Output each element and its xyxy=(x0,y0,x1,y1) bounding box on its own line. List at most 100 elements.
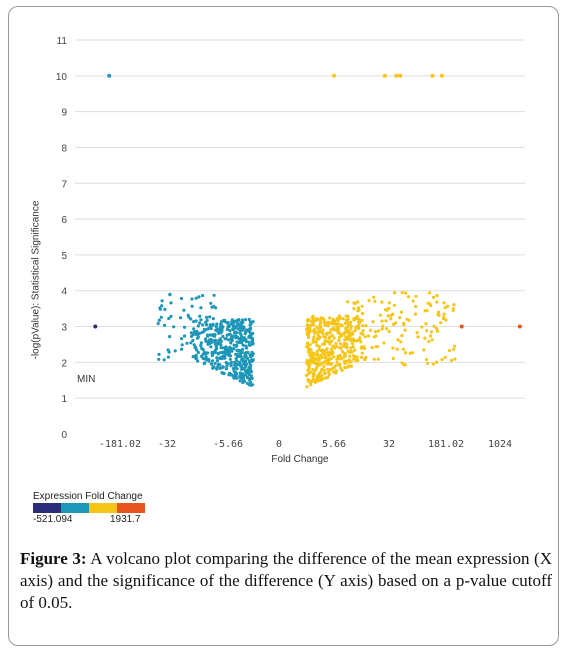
data-point xyxy=(180,337,184,341)
data-point xyxy=(156,321,160,326)
data-point xyxy=(238,324,242,328)
data-point xyxy=(428,291,432,295)
data-point xyxy=(194,296,198,300)
data-point xyxy=(321,332,325,336)
data-point xyxy=(93,324,98,329)
data-point xyxy=(387,301,391,305)
data-point xyxy=(328,335,332,339)
data-point xyxy=(382,341,386,345)
data-point xyxy=(312,372,316,376)
data-point xyxy=(315,325,319,329)
data-point xyxy=(305,385,309,389)
y-tick-label: 9 xyxy=(61,108,67,119)
data-point xyxy=(247,343,251,347)
data-point xyxy=(202,362,206,366)
data-point xyxy=(228,329,232,333)
data-point xyxy=(392,322,396,326)
data-point xyxy=(159,315,163,319)
data-point xyxy=(213,361,217,366)
data-point xyxy=(218,366,222,370)
data-point xyxy=(213,350,217,354)
data-point xyxy=(197,295,201,299)
data-point xyxy=(235,343,239,347)
data-point xyxy=(415,331,419,335)
data-point xyxy=(243,332,247,336)
data-point xyxy=(157,357,161,361)
data-point xyxy=(398,316,402,320)
data-point xyxy=(216,365,220,369)
data-point xyxy=(322,342,327,346)
data-point xyxy=(435,293,439,298)
data-point xyxy=(231,374,235,378)
data-point xyxy=(225,321,229,325)
data-point xyxy=(389,317,393,321)
data-point xyxy=(344,318,349,322)
figure-caption: Figure 3: A volcano plot comparing the d… xyxy=(20,548,552,614)
data-point xyxy=(251,320,255,324)
data-point xyxy=(358,337,362,341)
data-point xyxy=(442,315,446,319)
data-point xyxy=(376,357,380,361)
data-point xyxy=(317,372,322,376)
data-point xyxy=(318,323,322,327)
data-point xyxy=(219,343,223,347)
data-point xyxy=(221,371,225,375)
data-point xyxy=(343,338,347,342)
data-point xyxy=(229,341,233,345)
data-point xyxy=(399,340,403,344)
data-point xyxy=(244,328,248,332)
data-point xyxy=(223,349,227,353)
data-point xyxy=(206,334,210,338)
data-point xyxy=(314,340,318,344)
data-point xyxy=(192,343,196,347)
data-point xyxy=(352,307,356,311)
data-point xyxy=(373,299,377,303)
data-point xyxy=(221,334,225,338)
data-point xyxy=(360,351,364,355)
data-point xyxy=(306,335,311,339)
y-tick-label: 1 xyxy=(61,394,67,405)
data-point xyxy=(339,334,343,338)
data-point xyxy=(322,335,326,339)
data-point xyxy=(347,334,351,338)
data-point xyxy=(306,360,310,364)
data-point xyxy=(384,319,388,323)
data-point xyxy=(332,366,336,370)
data-point xyxy=(428,334,432,338)
data-point xyxy=(248,328,252,332)
data-point xyxy=(316,333,320,337)
data-point xyxy=(442,312,446,316)
data-point xyxy=(238,371,242,375)
data-point xyxy=(449,358,454,363)
data-point xyxy=(211,317,215,321)
data-point xyxy=(209,362,213,366)
data-point xyxy=(195,329,199,333)
data-point xyxy=(215,322,219,326)
data-point xyxy=(326,360,330,364)
data-point xyxy=(443,355,447,359)
data-point xyxy=(366,334,370,338)
data-point xyxy=(218,356,222,360)
data-point xyxy=(196,350,200,355)
data-point xyxy=(242,377,246,381)
data-point xyxy=(169,301,173,305)
data-point xyxy=(180,343,184,347)
data-point xyxy=(185,341,189,345)
x-tick-label: -181.02 xyxy=(99,439,141,450)
data-point xyxy=(305,330,309,334)
data-point xyxy=(339,366,343,370)
data-point xyxy=(440,357,444,362)
data-point xyxy=(331,322,335,326)
data-point xyxy=(374,345,378,349)
data-point xyxy=(333,346,337,350)
data-point xyxy=(330,333,335,338)
data-point xyxy=(198,314,202,318)
data-point xyxy=(331,350,335,354)
data-point xyxy=(243,373,247,377)
x-tick-label: 1024 xyxy=(488,439,512,450)
y-tick-label: 6 xyxy=(61,215,67,226)
data-point xyxy=(393,291,397,295)
data-point xyxy=(317,345,321,349)
data-point xyxy=(372,295,376,299)
data-point xyxy=(215,356,219,360)
